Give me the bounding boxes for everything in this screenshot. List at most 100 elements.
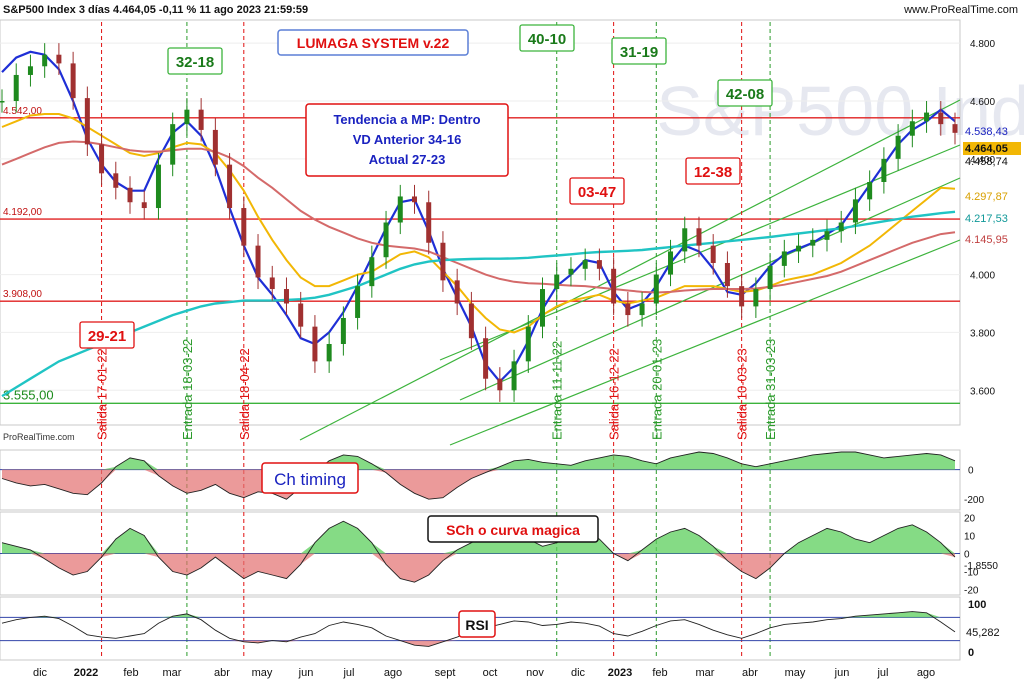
level-label: 3.908,00 [3, 289, 42, 300]
price-candle [881, 158, 887, 182]
x-tick: nov [526, 667, 544, 679]
price-candle [824, 231, 830, 240]
signal-label: Entrada 11-11-22 [550, 341, 565, 440]
price-candle [596, 260, 602, 269]
system-box [277, 29, 469, 56]
level-label: 4.542,00 [3, 106, 42, 117]
ch-timing-box [261, 462, 359, 494]
price-candle [668, 251, 674, 275]
price-candle [938, 112, 944, 125]
x-tick: feb [652, 667, 667, 679]
score-box [569, 177, 625, 205]
signal-label: Salida 16-12-22 [607, 348, 622, 440]
price-candle [70, 63, 76, 99]
sch-negative-area [2, 553, 955, 583]
price-candle [753, 289, 759, 307]
last-price-bg [963, 142, 1021, 155]
price-candle [483, 338, 489, 379]
x-tick: jun [834, 667, 850, 679]
price-candle [255, 245, 261, 278]
y-tick-sch: -20 [964, 585, 979, 596]
x-tick: jun [298, 667, 314, 679]
y-tick-sch: 10 [964, 532, 976, 543]
panel-frame-3 [0, 596, 961, 661]
price-candle [952, 124, 958, 133]
price-candle [852, 199, 858, 223]
score-label: 12-38 [694, 164, 732, 181]
price-candle [340, 317, 346, 344]
price-candle [269, 277, 275, 290]
right-value-label: 4.145,95 [965, 234, 1008, 246]
price-candle [895, 135, 901, 159]
price-candle [170, 124, 176, 165]
y-tick-price: 4.600 [970, 97, 995, 108]
price-candle [540, 289, 546, 327]
ma_red-line [1, 140, 956, 294]
x-tick: abr [742, 667, 758, 679]
price-candle [767, 265, 773, 290]
y-tick-rsi: 0 [968, 647, 974, 659]
price-candle [56, 54, 62, 64]
site-link[interactable]: www.ProRealTime.com [903, 4, 1018, 16]
x-tick: mar [696, 667, 715, 679]
channel-line [449, 239, 961, 446]
price-candle [710, 245, 716, 263]
x-tick: feb [123, 667, 138, 679]
x-tick: mar [163, 667, 182, 679]
signal-label: Entrada 18-03-22 [180, 339, 195, 440]
price-candle [454, 280, 460, 304]
rsi-last-value: 45,282 [966, 627, 1000, 639]
y-tick-price: 3.800 [970, 328, 995, 339]
price-candle [582, 260, 588, 269]
right-value-label: 4.458,74 [965, 156, 1008, 168]
price-candle [810, 239, 816, 246]
x-tick: ago [917, 667, 935, 679]
x-tick: may [252, 667, 273, 679]
price-candle [383, 222, 389, 258]
moving-averages [1, 50, 956, 398]
right-value-label: 4.217,53 [965, 213, 1008, 225]
price-series [0, 43, 958, 402]
rsi-box [458, 610, 496, 638]
price-candle [924, 112, 930, 122]
price-candle [696, 228, 702, 246]
price-candle [99, 144, 105, 174]
price-candle [127, 187, 133, 203]
price-candle [0, 101, 5, 103]
price-candle [796, 245, 802, 252]
signal-label: Salida 18-04-22 [237, 348, 252, 440]
score-label: 03-47 [578, 184, 616, 201]
rsi-overbought-area [2, 611, 955, 618]
x-tick: dic [571, 667, 586, 679]
score-box [519, 24, 575, 52]
watermark: S&P500 Index [656, 72, 1024, 150]
price-candle [241, 208, 247, 246]
x-tick: abr [214, 667, 230, 679]
panel-frame-1 [0, 449, 961, 511]
score-box [79, 321, 135, 349]
trend-box [305, 103, 509, 177]
score-box [717, 79, 773, 107]
sch-positive-area [2, 521, 955, 554]
price-candle [909, 121, 915, 136]
price-candle [369, 257, 375, 287]
y-tick-ch: 0 [968, 466, 974, 477]
score-label: 31-19 [620, 44, 658, 61]
score-label: 40-10 [528, 31, 566, 48]
rsi-label: RSI [465, 617, 488, 633]
y-tick-price: 4.400 [970, 155, 995, 166]
price-candle [781, 251, 787, 266]
price-candle [184, 109, 190, 125]
y-tick-price: 4.000 [970, 271, 995, 282]
panel-frame-0 [0, 19, 961, 426]
price-candle [227, 164, 233, 209]
price-candle [497, 378, 503, 391]
signal-label: Entrada 20-01-23 [649, 339, 664, 440]
ma_cyan-line [1, 210, 956, 398]
price-candle [639, 303, 645, 316]
price-candle [682, 228, 688, 252]
price-candle [355, 286, 361, 318]
y-tick-rsi: 100 [968, 599, 986, 611]
sch-box [427, 515, 599, 543]
signal-label: Salida 10-03-23 [735, 348, 750, 440]
